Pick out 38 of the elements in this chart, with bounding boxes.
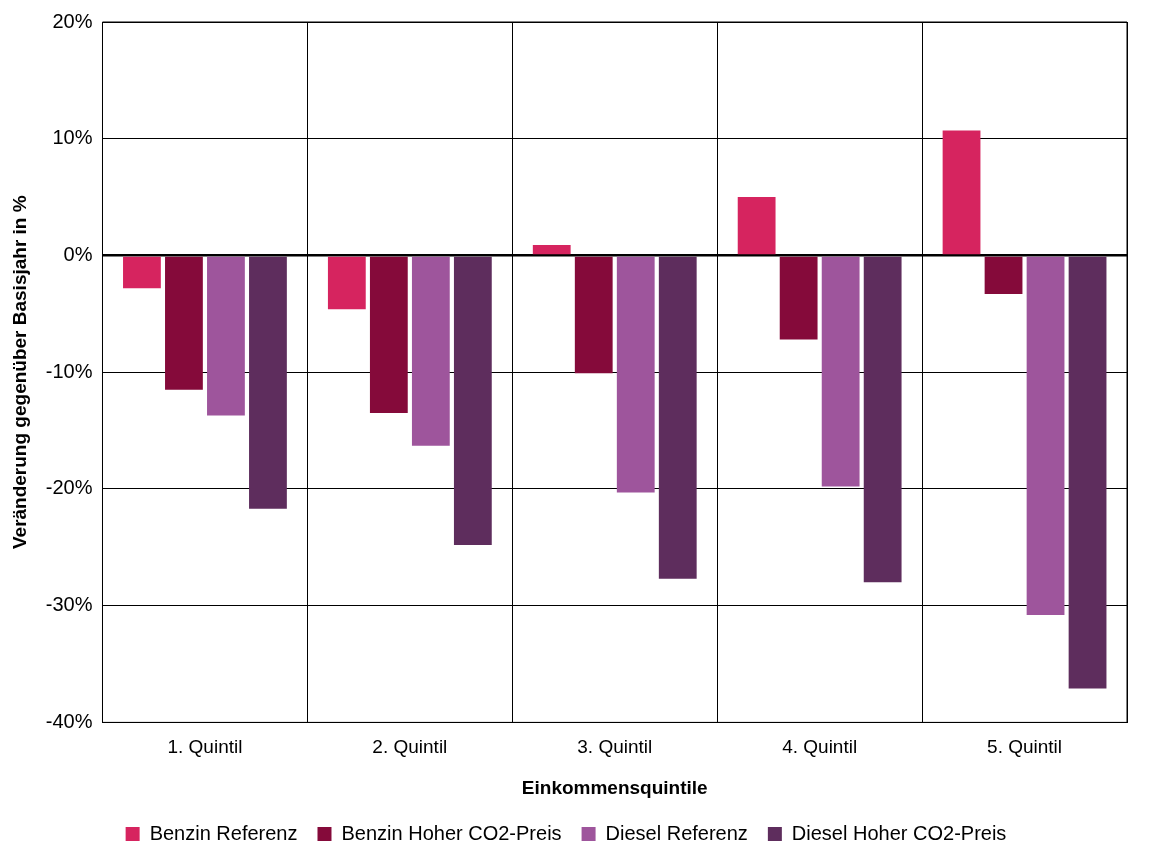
- y-tick-label: 10%: [52, 126, 93, 149]
- bar: [532, 244, 571, 255]
- bar: [1068, 256, 1107, 689]
- x-axis-title: Einkommensquintile: [521, 776, 708, 798]
- y-tick-label: -10%: [45, 359, 93, 382]
- y-tick-label: 0%: [63, 242, 93, 265]
- y-tick-label: 20%: [52, 9, 93, 32]
- legend-label: Diesel Referenz: [605, 821, 748, 844]
- bar: [453, 256, 492, 545]
- bar: [779, 256, 818, 340]
- x-tick-label: 1. Quintil: [167, 736, 243, 758]
- y-tick-label: -30%: [45, 593, 93, 616]
- bar: [616, 256, 655, 493]
- x-tick-label: 3. Quintil: [577, 736, 653, 758]
- bar: [821, 256, 860, 487]
- legend-label: Benzin Hoher CO2-Preis: [341, 821, 562, 844]
- x-tick-label: 2. Quintil: [372, 736, 448, 758]
- bar: [863, 256, 902, 583]
- bar: [327, 256, 366, 310]
- x-tick-label: 5. Quintil: [987, 736, 1063, 758]
- bar: [737, 197, 776, 255]
- bar: [369, 256, 408, 414]
- y-tick-label: -40%: [45, 709, 93, 732]
- bar: [249, 256, 287, 509]
- y-axis-title: Veränderung gegenüber Basisjahr in %: [8, 195, 30, 550]
- y-tick-label: -20%: [45, 476, 93, 499]
- bar: [207, 256, 245, 416]
- legend-label: Diesel Hoher CO2-Preis: [791, 821, 1007, 844]
- bar: [658, 256, 697, 579]
- bar: [165, 256, 203, 390]
- bar: [984, 256, 1023, 294]
- bar: [942, 130, 981, 255]
- legend-label: Benzin Referenz: [149, 821, 298, 844]
- bar: [123, 256, 161, 289]
- x-tick-label: 4. Quintil: [782, 736, 858, 758]
- bar: [1026, 256, 1065, 616]
- bar: [411, 256, 450, 446]
- bar: [574, 256, 613, 374]
